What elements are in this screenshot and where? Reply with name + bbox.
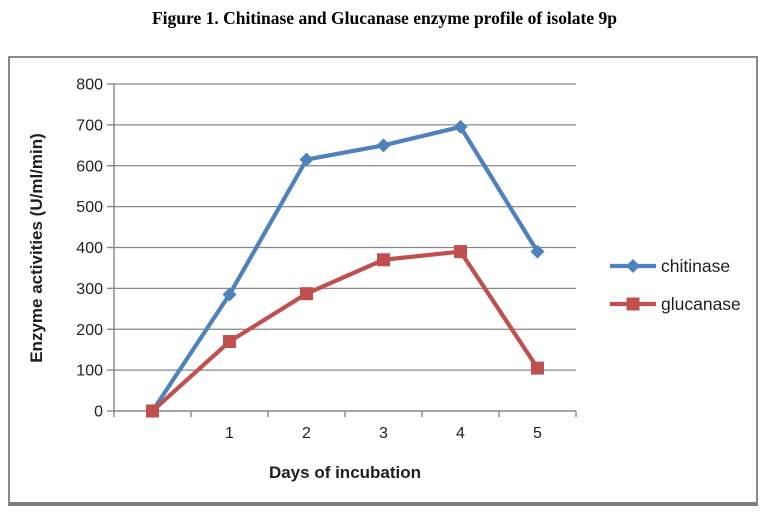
series-chitinase xyxy=(145,119,545,418)
x-tick-label: 1 xyxy=(225,425,234,442)
y-tick-label: 100 xyxy=(76,363,103,380)
glucanase-marker-square xyxy=(531,361,544,375)
legend-entry-chitinase: chitinase xyxy=(610,256,730,276)
legend-label: chitinase xyxy=(661,256,730,276)
glucanase-marker-square xyxy=(146,404,159,418)
glucanase-marker-square xyxy=(454,245,467,259)
gridlines xyxy=(114,83,576,371)
y-tick-label: 300 xyxy=(76,281,103,298)
chitinase-marker-diamond xyxy=(299,152,314,167)
glucanase-marker-square xyxy=(626,297,640,311)
chitinase-line xyxy=(150,124,540,413)
y-tick-label: 200 xyxy=(76,322,103,339)
chitinase-marker-diamond xyxy=(530,244,545,259)
x-axis-title: Days of incubation xyxy=(269,463,421,482)
glucanase-marker-square xyxy=(377,253,390,267)
chitinase-marker-diamond xyxy=(222,287,237,302)
y-tick-label: 800 xyxy=(76,77,103,94)
legend-entry-glucanase: glucanase xyxy=(610,294,741,314)
y-tick-label: 700 xyxy=(76,117,103,134)
glucanase-marker-square xyxy=(223,335,236,349)
y-tick-label: 500 xyxy=(76,199,103,216)
x-tick-label: 4 xyxy=(456,425,465,442)
legend-label: glucanase xyxy=(661,294,741,314)
x-tick-labels: 1 2 3 4 5 xyxy=(225,425,542,442)
legend: chitinase glucanase xyxy=(610,256,741,314)
axis-ticks: 0 100 200 300 400 500 600 700 800 xyxy=(76,77,577,421)
glucanase-line xyxy=(151,249,540,413)
series-glucanase xyxy=(146,245,544,418)
figure-title: Figure 1. Chitinase and Glucanase enzyme… xyxy=(151,8,618,28)
y-axis-title: Enzyme activities (U/ml/min) xyxy=(27,133,46,363)
y-tick-label: 400 xyxy=(76,240,103,257)
x-tick-label: 3 xyxy=(379,425,388,442)
y-tick-label: 600 xyxy=(76,158,103,175)
chitinase-marker-diamond xyxy=(376,138,391,153)
x-tick-label: 2 xyxy=(302,425,311,442)
line-chart: 0 100 200 300 400 500 600 700 800 1 2 3 4 5 chitinase g… xyxy=(27,77,741,483)
chitinase-marker-diamond xyxy=(453,119,468,134)
x-tick-label: 5 xyxy=(533,425,542,442)
glucanase-marker-square xyxy=(300,287,313,301)
y-tick-label: 0 xyxy=(94,404,103,421)
chitinase-marker-diamond xyxy=(626,259,640,273)
chart-frame: 0 100 200 300 400 500 600 700 800 1 2 3 4 5 chitinase g… xyxy=(8,56,758,506)
